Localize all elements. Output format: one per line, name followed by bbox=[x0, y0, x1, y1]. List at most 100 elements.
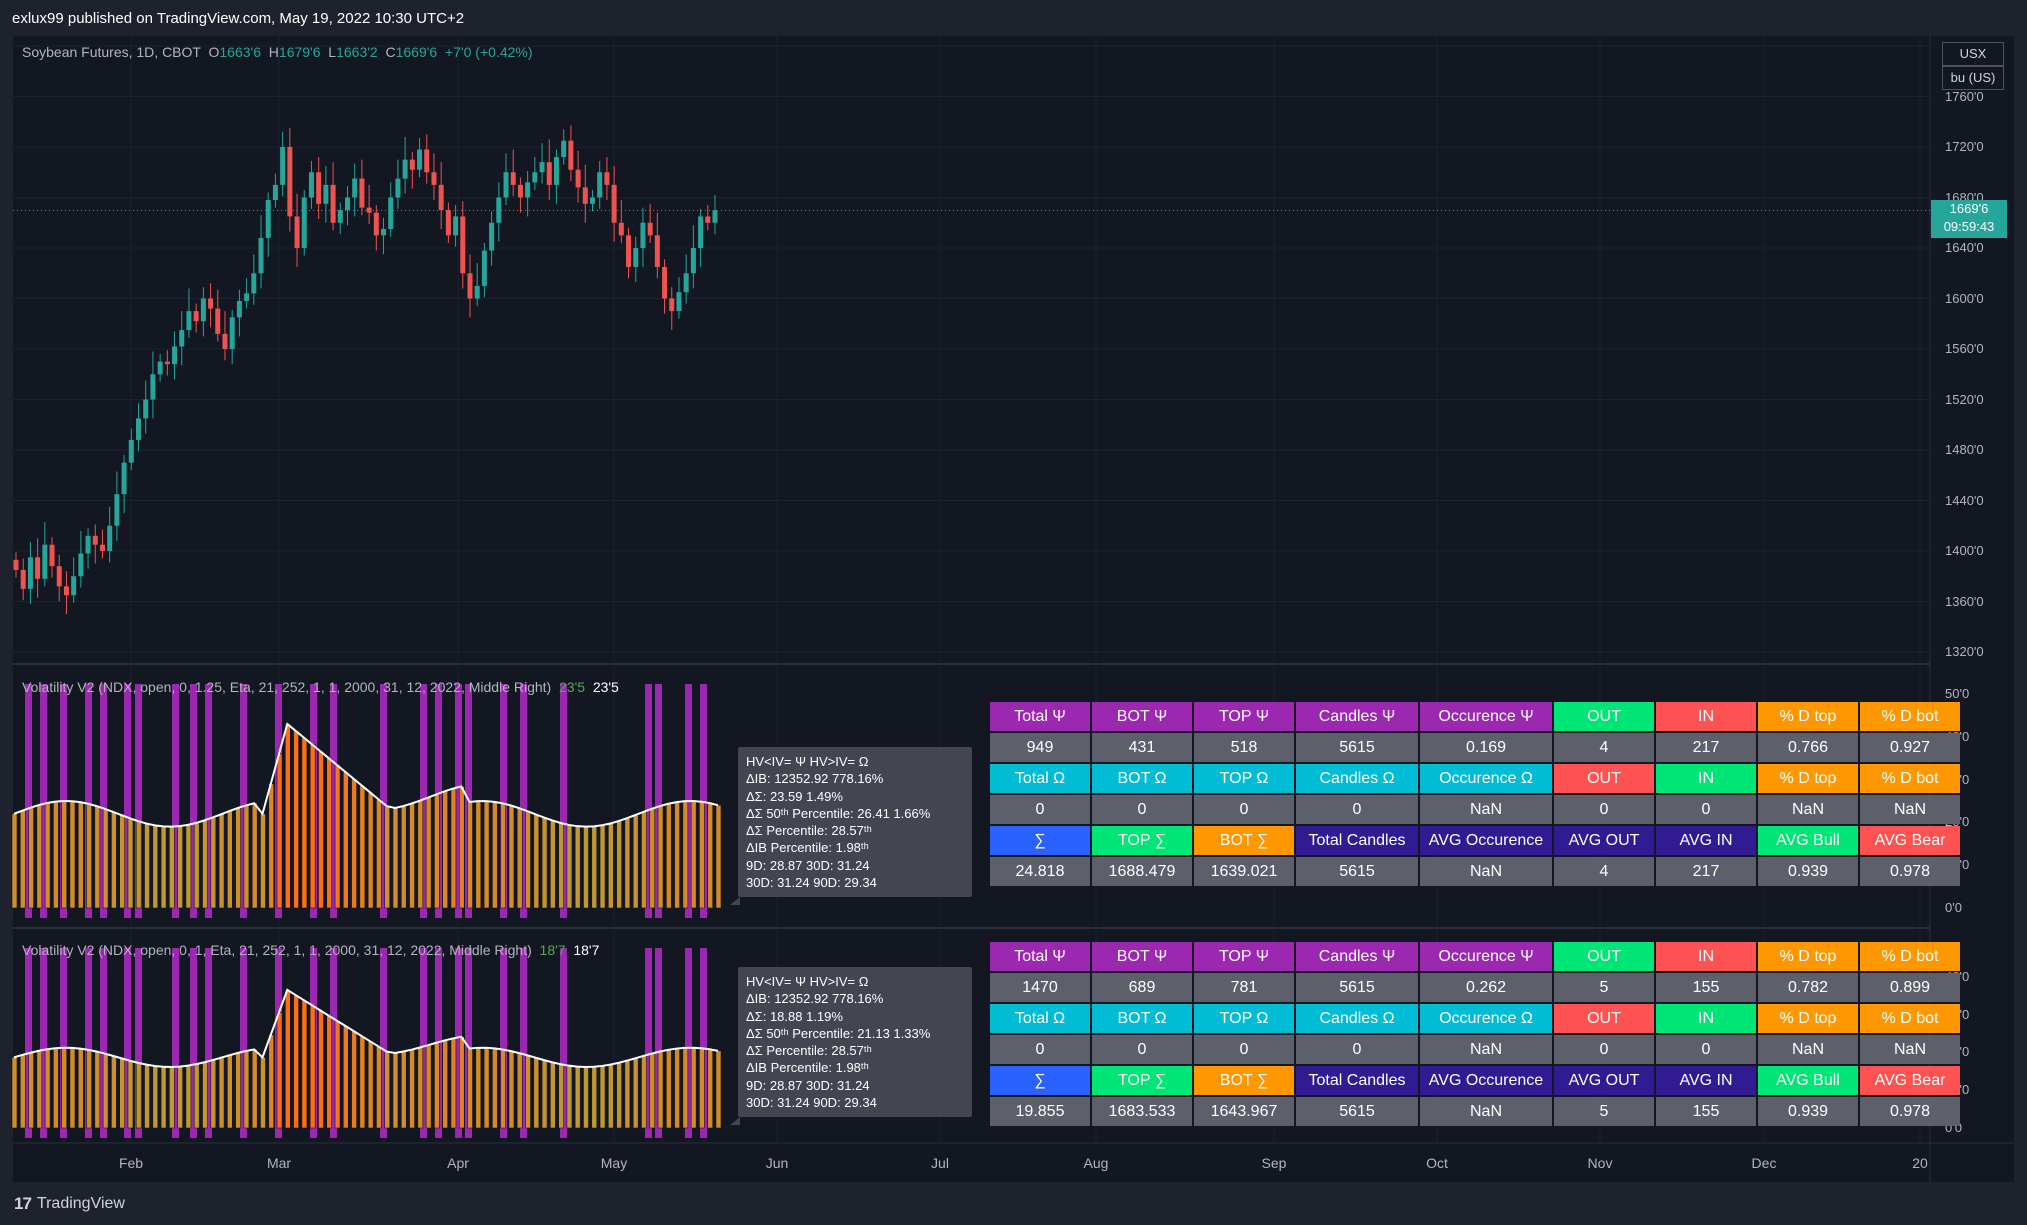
price-tick: 1640'0 bbox=[1945, 240, 1984, 255]
stats-value-cell: 0 bbox=[1554, 795, 1654, 824]
stats-value-cell: 0 bbox=[1194, 1035, 1294, 1064]
time-tick: Jul bbox=[931, 1155, 949, 1171]
info-line: ΔΣ Percentile: 28.57ᵗʰ bbox=[746, 823, 872, 839]
bar-countdown: 09:59:43 bbox=[1943, 219, 1995, 234]
pane1-value-a: 23'5 bbox=[559, 679, 586, 695]
publish-line: exlux99 published on TradingView.com, Ma… bbox=[12, 10, 465, 27]
pane1-tick: 0'0 bbox=[1945, 900, 1962, 915]
info-line: ΔIB Percentile: 1.98ᵗʰ bbox=[746, 840, 869, 856]
time-tick: Apr bbox=[447, 1155, 469, 1171]
stats-row: Total Ψ BOT Ψ TOP Ψ Candles Ψ Occurence Ψ OUT… bbox=[990, 942, 1960, 971]
time-tick: May bbox=[600, 1155, 628, 1171]
stats-row: 24.818 1688.479 1639.021 5615 NaN 4 217 0.939 0.… bbox=[990, 857, 1960, 886]
stats-value-cell: 0.899 bbox=[1860, 973, 1960, 1002]
stats-value-cell: 689 bbox=[1092, 973, 1192, 1002]
stats-value-cell: 518 bbox=[1194, 733, 1294, 762]
stats-value-cell: 0 bbox=[1296, 795, 1418, 824]
price-tick: 1760'0 bbox=[1945, 88, 1984, 104]
time-tick: Aug bbox=[1083, 1155, 1109, 1171]
low-label: L bbox=[328, 44, 337, 60]
stats-value-cell: 0 bbox=[1092, 795, 1192, 824]
stats-row: Total Ω BOT Ω TOP Ω Candles Ω Occurence Ω OUT… bbox=[990, 764, 1960, 793]
stats-header-cell: IN bbox=[1656, 1004, 1756, 1033]
stats-header-cell: TOP Ψ bbox=[1194, 702, 1294, 731]
stats-header-cell: Occurence Ω bbox=[1420, 764, 1552, 793]
info-line: ΔΣ 50ᵗʰ Percentile: 26.41 1.66% bbox=[746, 805, 931, 821]
stats-header-cell: % D top bbox=[1758, 764, 1858, 793]
stats-value-cell: 1639.021 bbox=[1194, 857, 1294, 886]
low-value: 1663'2 bbox=[336, 44, 378, 60]
stats-row: ∑ TOP ∑ BOT ∑ Total Candles AVG Occurence AVG… bbox=[990, 1066, 1960, 1095]
stats-header-cell: TOP Ψ bbox=[1194, 942, 1294, 971]
time-tick: Mar bbox=[266, 1155, 292, 1171]
stats-value-cell: NaN bbox=[1860, 1035, 1960, 1064]
pane1-stats-table: Total Ψ BOT Ψ TOP Ψ Candles Ψ Occurence Ψ OUT… bbox=[988, 700, 1962, 888]
stats-value-cell: 5 bbox=[1554, 973, 1654, 1002]
tradingview-logo[interactable]: 17 TradingView bbox=[14, 1194, 125, 1214]
stats-value-cell: 4 bbox=[1554, 857, 1654, 886]
stats-value-cell: 155 bbox=[1656, 1097, 1756, 1126]
stats-header-cell: % D top bbox=[1758, 942, 1858, 971]
change-value: +7'0 (+0.42%) bbox=[445, 44, 533, 60]
price-tick: 1560'0 bbox=[1945, 341, 1984, 356]
footer bbox=[0, 1182, 2027, 1225]
symbol-label: Soybean Futures, 1D, CBOT bbox=[22, 44, 201, 60]
stats-value-cell: 781 bbox=[1194, 973, 1294, 1002]
stats-header-cell: BOT Ω bbox=[1092, 764, 1192, 793]
stats-value-cell: 5615 bbox=[1296, 857, 1418, 886]
stats-value-cell: 1470 bbox=[990, 973, 1090, 1002]
stats-header-cell: OUT bbox=[1554, 702, 1654, 731]
pane2-legend[interactable]: Volatility V2 (NDX, open, 0, 1, Eta, 21,… bbox=[22, 942, 599, 958]
stats-header-cell: AVG Bear bbox=[1860, 1066, 1960, 1095]
stats-value-cell: 0.262 bbox=[1420, 973, 1552, 1002]
stats-header-cell: Total Ω bbox=[990, 764, 1090, 793]
stats-value-cell: NaN bbox=[1420, 857, 1552, 886]
stats-value-cell: 949 bbox=[990, 733, 1090, 762]
brand-label: TradingView bbox=[36, 1195, 125, 1212]
stats-row: 0 0 0 0 NaN 0 0 NaN NaN bbox=[990, 1035, 1960, 1064]
stats-header-cell: % D bot bbox=[1860, 702, 1960, 731]
stats-header-cell: AVG Bull bbox=[1758, 826, 1858, 855]
stats-header-cell: % D bot bbox=[1860, 1004, 1960, 1033]
stats-value-cell: 5615 bbox=[1296, 1097, 1418, 1126]
info-line: 9D: 28.87 30D: 31.24 bbox=[746, 857, 870, 873]
stats-header-cell: AVG Occurence bbox=[1420, 826, 1552, 855]
time-tick: 20 bbox=[1912, 1155, 1928, 1171]
stats-value-cell: NaN bbox=[1758, 1035, 1858, 1064]
stats-value-cell: 0 bbox=[1194, 795, 1294, 824]
time-tick: Dec bbox=[1751, 1155, 1777, 1171]
stats-header-cell: ∑ bbox=[990, 1066, 1090, 1095]
info-line: ΔIB: 12352.92 778.16% bbox=[746, 771, 884, 787]
currency-button[interactable]: USX bbox=[1942, 42, 2004, 66]
price-tick: 1360'0 bbox=[1945, 593, 1984, 609]
stats-header-cell: Candles Ψ bbox=[1296, 702, 1418, 731]
stats-header-cell: AVG IN bbox=[1656, 826, 1756, 855]
stats-header-cell: AVG Occurence bbox=[1420, 1066, 1552, 1095]
stats-header-cell: AVG Bear bbox=[1860, 826, 1960, 855]
stats-header-cell: Total Ψ bbox=[990, 702, 1090, 731]
price-tick: 1720'0 bbox=[1945, 139, 1984, 154]
open-value: 1663'6 bbox=[219, 44, 261, 60]
time-tick: Nov bbox=[1587, 1155, 1613, 1171]
pane1-legend[interactable]: Volatility V2 (NDX, open, 0, 1.25, Eta, … bbox=[22, 679, 619, 695]
stats-header-cell: Candles Ω bbox=[1296, 764, 1418, 793]
close-label: C bbox=[385, 44, 396, 60]
stats-header-cell: IN bbox=[1656, 942, 1756, 971]
stats-value-cell: 5615 bbox=[1296, 733, 1418, 762]
stats-header-cell: Candles Ω bbox=[1296, 1004, 1418, 1033]
stats-value-cell: 4 bbox=[1554, 733, 1654, 762]
stats-value-cell: 19.855 bbox=[990, 1097, 1090, 1126]
pane2-stats-table: Total Ψ BOT Ψ TOP Ψ Candles Ψ Occurence Ψ OUT… bbox=[988, 940, 1962, 1128]
info-line: HV<IV= Ψ HV>IV= Ω bbox=[746, 754, 869, 769]
stats-header-cell: ∑ bbox=[990, 826, 1090, 855]
stats-value-cell: 0.927 bbox=[1860, 733, 1960, 762]
stats-header-cell: AVG Bull bbox=[1758, 1066, 1858, 1095]
stats-header-cell: TOP Ω bbox=[1194, 1004, 1294, 1033]
publish-header: exlux99 published on TradingView.com, Ma… bbox=[0, 0, 2027, 36]
stats-header-cell: Total Candles bbox=[1296, 826, 1418, 855]
info-line: 30D: 31.24 90D: 29.34 bbox=[746, 875, 877, 891]
high-value: 1679'6 bbox=[278, 44, 321, 60]
stats-value-cell: 0.766 bbox=[1758, 733, 1858, 762]
unit-button[interactable]: bu (US) bbox=[1942, 66, 2004, 90]
main-legend: Soybean Futures, 1D, CBOT O1663'6 H1679'… bbox=[22, 44, 533, 60]
